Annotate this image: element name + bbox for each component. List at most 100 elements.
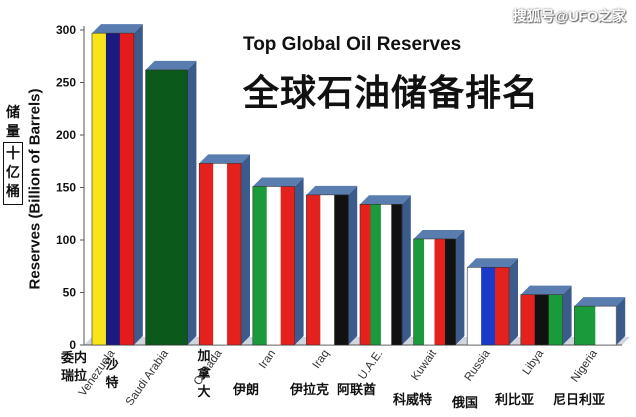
bar-stripe [595, 306, 617, 345]
bar-stripe [444, 238, 456, 345]
x-category-label-cn: 俄国 [452, 396, 479, 411]
y-tick-label: 150 [56, 181, 76, 195]
bar-uae [359, 195, 411, 346]
bar-stripe [360, 204, 371, 345]
y-tick-label: 250 [56, 76, 76, 90]
x-category-label: Kuwait [409, 347, 439, 383]
bar-side [348, 185, 358, 345]
x-category-label-cn: 阿联酋 [337, 383, 377, 398]
bar-canada [198, 154, 251, 346]
x-category-label: Iran [257, 348, 278, 371]
bar-top [145, 60, 197, 70]
bar-outline [466, 266, 510, 346]
x-category-label-cn: 委内瑞拉 [60, 351, 87, 384]
bar-stripe [467, 267, 482, 345]
bar-outline [520, 294, 563, 346]
bar-saudiarabia [145, 60, 197, 346]
y-axis-label: Reserves (Billion of Barrels) [26, 88, 44, 290]
bar-stripe [481, 267, 496, 345]
bar-top [467, 258, 519, 268]
bar-iran [252, 177, 304, 346]
bar-outline [91, 32, 135, 346]
x-category-label-cn: 沙特 [105, 358, 119, 391]
bar-side [241, 154, 251, 345]
y-axis-label-cn: 储 量 十 亿 桶 [2, 104, 24, 205]
x-category-label-cn: 加拿大 [197, 349, 211, 400]
bar-stripe [548, 294, 564, 345]
y-tick-labels: 0 50 100 150 200 250 300 [56, 23, 84, 352]
bar-stripe [391, 204, 403, 345]
bar-stripe [119, 33, 135, 346]
y-axis-label-cn-char: 桶 [6, 184, 20, 200]
y-axis-label-cn-char: 亿 [6, 165, 20, 181]
bar-kuwait [413, 229, 465, 346]
bar-top [199, 154, 251, 164]
y-tick-label: 300 [56, 23, 76, 37]
bar-side [562, 285, 572, 345]
bar-venezuela [91, 24, 143, 346]
bar-outline [413, 238, 456, 346]
chart-subtitle: 全球石油储备排名 [243, 73, 540, 114]
bar-outline [252, 186, 295, 346]
bar-top [413, 229, 465, 239]
x-category-label: Saudi Arabia [124, 347, 172, 408]
bar-outline [574, 305, 617, 346]
bar-stripe [534, 294, 550, 345]
y-tick-label: 100 [56, 233, 76, 247]
bar-side [294, 177, 304, 345]
bar-side [509, 258, 519, 345]
chart-title: Top Global Oil Reserves [243, 34, 462, 55]
x-category-label-cn: 伊拉克 [290, 383, 330, 398]
bar-side [187, 60, 197, 346]
bar-top [574, 297, 626, 307]
bar-stripe [434, 238, 446, 345]
bar-russia [466, 258, 519, 346]
bar-top [92, 24, 143, 34]
bar-stripe [199, 163, 214, 345]
y-axis-label-cn-char: 十 [6, 146, 20, 162]
bar-stripe [145, 69, 188, 346]
x-category-label-cn: 伊朗 [233, 383, 260, 398]
bar-stripe [413, 238, 425, 345]
x-category-label: Libya [521, 347, 547, 377]
watermark: 搜狐号@UFO之家 [512, 8, 626, 24]
bar-nigeria [574, 297, 626, 346]
bar-stripe [306, 194, 321, 345]
bar-iraq [306, 185, 358, 346]
bar-outline [145, 69, 188, 346]
y-tick-label: 200 [56, 128, 76, 142]
x-category-label-cn: 利比亚 [495, 393, 535, 408]
bar-stripe [424, 238, 436, 345]
x-category-label: Iraq [311, 348, 332, 371]
x-category-label: Russia [463, 347, 493, 383]
y-axis-label-cn-char: 量 [6, 124, 20, 140]
bar-stripe [280, 186, 296, 345]
bar-side [401, 195, 411, 345]
chart-bars [91, 24, 626, 346]
bar-stripe [105, 33, 121, 346]
bar-stripe [334, 194, 349, 345]
bar-side [616, 297, 626, 345]
y-axis-label-cn-char: 储 [6, 105, 20, 121]
bar-stripe [92, 33, 107, 346]
y-axis-label-cn-unit-box: 十 亿 桶 [3, 142, 23, 205]
x-category-label: Nigeria [569, 347, 600, 384]
bar-stripe [213, 163, 228, 345]
bar-stripe [520, 294, 536, 345]
bar-stripe [266, 186, 282, 345]
bar-top [252, 177, 304, 187]
y-tick-label: 50 [63, 286, 77, 300]
bar-stripe [320, 194, 335, 345]
bar-top [360, 195, 411, 205]
bar-stripe [574, 306, 596, 345]
bar-side [455, 229, 465, 345]
x-category-label-cn: 尼日利亚 [553, 393, 606, 408]
bar-outline [198, 163, 242, 346]
bar-side [133, 24, 143, 346]
bar-top [306, 185, 358, 195]
bar-stripe [380, 204, 392, 345]
x-category-label-cn: 科威特 [393, 393, 433, 408]
bar-stripe [370, 204, 382, 345]
y-tick-label: 0 [69, 338, 76, 352]
